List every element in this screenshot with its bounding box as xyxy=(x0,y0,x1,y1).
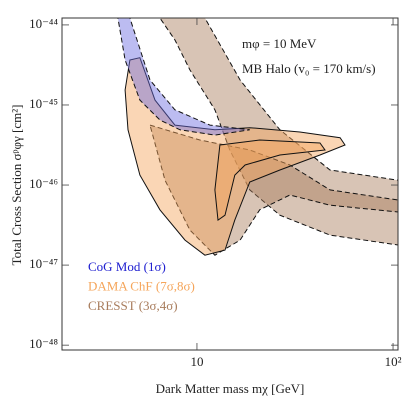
y-tick-label: 10⁻⁴⁷ xyxy=(29,256,58,271)
y-tick-label: 10⁻⁴⁸ xyxy=(29,336,58,351)
annotation: mφ = 10 MeV xyxy=(242,36,317,51)
region xyxy=(149,124,398,256)
y-axis-label: Total Cross Section σᵖφγ [cm²] xyxy=(9,105,24,266)
y-tick-label: 10⁻⁴⁴ xyxy=(29,16,58,31)
annotation: MB Halo (v₀ = 170 km/s) xyxy=(242,61,376,76)
x-axis-label: Dark Matter mass mχ [GeV] xyxy=(156,381,305,396)
y-tick-label: 10⁻⁴⁵ xyxy=(29,96,58,111)
x-tick-label: 10 xyxy=(190,354,203,369)
region xyxy=(117,18,250,136)
x-tick-label: 10² xyxy=(385,354,402,369)
legend-entry: DAMA ChF (7σ,8σ) xyxy=(88,278,195,293)
legend-entry: CoG Mod (1σ) xyxy=(88,259,166,274)
region xyxy=(124,57,346,256)
legend-entry: CRESST (3σ,4σ) xyxy=(88,298,178,313)
plot-frame xyxy=(61,17,399,351)
regions xyxy=(117,18,398,256)
region xyxy=(214,139,326,221)
region xyxy=(159,18,398,246)
y-tick-label: 10⁻⁴⁶ xyxy=(29,176,58,191)
